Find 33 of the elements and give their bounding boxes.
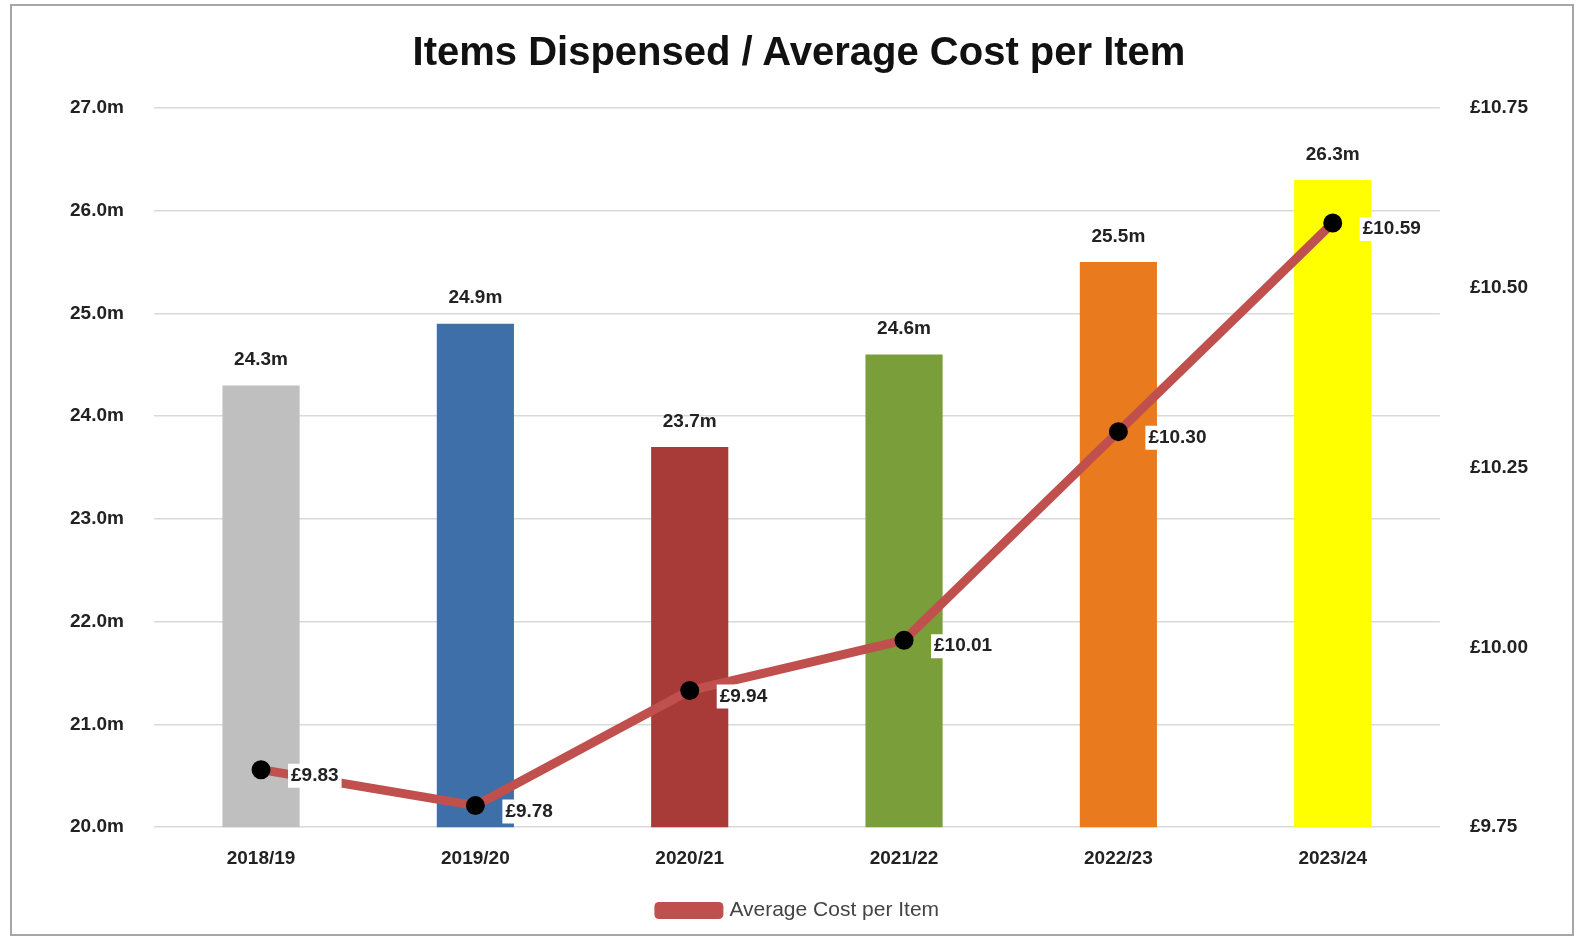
y-tick-label: 25.0m xyxy=(70,301,124,323)
y-tick-label: 22.0m xyxy=(70,609,124,631)
data-label: 24.9m xyxy=(448,286,503,308)
x-tick-label: 2022/23 xyxy=(1084,846,1153,868)
chart-title: Items Dispensed / Average Cost per Item xyxy=(412,29,1186,74)
data-label: £10.01 xyxy=(934,634,993,656)
data-label: £10.59 xyxy=(1362,217,1421,239)
y2-tick-label: £10.00 xyxy=(1469,635,1529,657)
data-label: 24.6m xyxy=(877,317,931,339)
y-tick-label: 21.0m xyxy=(70,712,124,734)
y2-tick-label: £10.25 xyxy=(1469,455,1529,477)
x-tick-label: 2023/24 xyxy=(1298,846,1368,868)
x-tick-label: 2020/21 xyxy=(655,846,725,868)
y-tick-label: 24.0m xyxy=(70,404,124,426)
y2-tick-label: £10.50 xyxy=(1469,276,1529,298)
y-tick-label: 27.0m xyxy=(70,96,124,118)
data-label: £9.83 xyxy=(291,763,339,785)
data-label: 26.3m xyxy=(1305,142,1360,164)
y-tick-label: 20.0m xyxy=(70,815,124,837)
legend-label: Average Cost per Item xyxy=(729,897,940,921)
y-tick-label: 26.0m xyxy=(70,198,124,220)
x-tick-label: 2018/19 xyxy=(226,846,296,868)
data-label: 24.3m xyxy=(234,348,288,370)
data-label: 25.5m xyxy=(1091,224,1146,246)
data-label: 23.7m xyxy=(662,409,717,431)
data-label: £9.94 xyxy=(719,684,768,706)
x-tick-label: 2019/20 xyxy=(441,846,510,868)
data-label: £9.78 xyxy=(505,799,553,821)
y-tick-label: 23.0m xyxy=(70,507,124,529)
x-tick-label: 2021/22 xyxy=(869,846,939,868)
y2-tick-label: £9.75 xyxy=(1469,815,1518,837)
y2-tick-label: £10.75 xyxy=(1469,96,1529,118)
data-label: £10.30 xyxy=(1148,425,1207,447)
